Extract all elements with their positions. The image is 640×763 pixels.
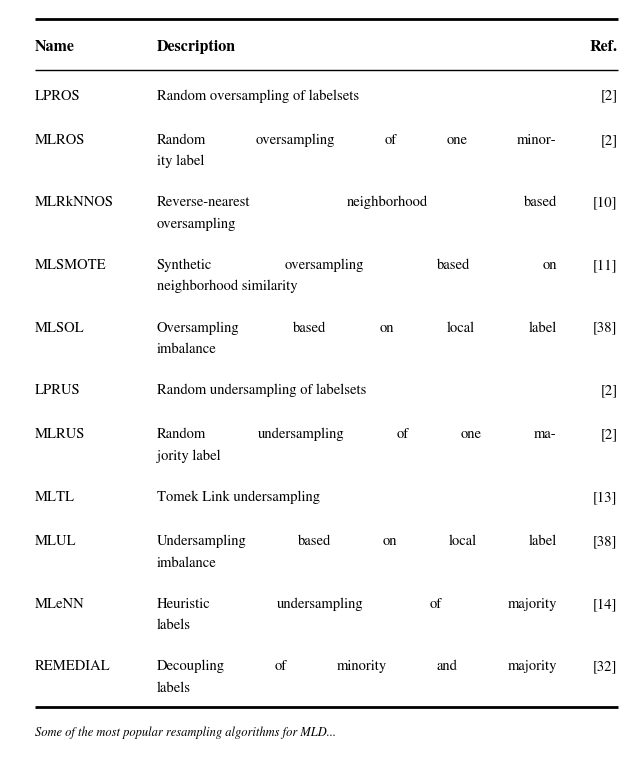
Text: local: local bbox=[449, 535, 477, 549]
Text: Random oversampling of labelsets: Random oversampling of labelsets bbox=[157, 89, 359, 103]
Text: MLRkNNOS: MLRkNNOS bbox=[35, 196, 114, 210]
Text: based: based bbox=[298, 535, 332, 549]
Text: [14]: [14] bbox=[593, 597, 618, 611]
Text: [2]: [2] bbox=[600, 428, 618, 442]
Text: [2]: [2] bbox=[600, 384, 618, 398]
Text: MLUL: MLUL bbox=[35, 535, 77, 549]
Text: [38]: [38] bbox=[593, 535, 618, 549]
Text: and: and bbox=[436, 660, 458, 674]
Text: MLRUS: MLRUS bbox=[35, 428, 86, 442]
Text: Oversampling: Oversampling bbox=[157, 321, 239, 335]
Text: MLTL: MLTL bbox=[35, 491, 76, 504]
Text: Name: Name bbox=[35, 40, 75, 53]
Text: undersampling: undersampling bbox=[258, 428, 345, 442]
Text: Some of the most popular resampling algorithms for MLD...: Some of the most popular resampling algo… bbox=[35, 726, 337, 739]
Text: imbalance: imbalance bbox=[157, 556, 216, 570]
Text: labels: labels bbox=[157, 681, 191, 695]
Text: MLSOL: MLSOL bbox=[35, 321, 85, 335]
Text: on: on bbox=[383, 535, 397, 549]
Text: ity label: ity label bbox=[157, 155, 204, 169]
Text: of: of bbox=[429, 597, 442, 611]
Text: MLROS: MLROS bbox=[35, 134, 86, 147]
Text: ma-: ma- bbox=[534, 428, 557, 442]
Text: one: one bbox=[447, 134, 468, 147]
Text: LPROS: LPROS bbox=[35, 89, 81, 103]
Text: Ref.: Ref. bbox=[589, 40, 618, 53]
Text: undersampling: undersampling bbox=[276, 597, 364, 611]
Text: Heuristic: Heuristic bbox=[157, 597, 211, 611]
Text: Undersampling: Undersampling bbox=[157, 535, 246, 549]
Text: of: of bbox=[275, 660, 287, 674]
Text: on: on bbox=[542, 259, 557, 272]
Text: neighborhood: neighborhood bbox=[346, 196, 428, 210]
Text: [10]: [10] bbox=[593, 196, 618, 210]
Text: majority: majority bbox=[508, 660, 557, 674]
Text: local: local bbox=[447, 321, 476, 335]
Text: Tomek Link undersampling: Tomek Link undersampling bbox=[157, 491, 320, 504]
Text: neighborhood similarity: neighborhood similarity bbox=[157, 280, 298, 294]
Text: MLSMOTE: MLSMOTE bbox=[35, 259, 107, 272]
Text: Random: Random bbox=[157, 428, 206, 442]
Text: [2]: [2] bbox=[600, 89, 618, 103]
Text: based: based bbox=[436, 259, 470, 272]
Text: on: on bbox=[380, 321, 394, 335]
Text: based: based bbox=[524, 196, 557, 210]
Text: [32]: [32] bbox=[593, 660, 618, 674]
Text: label: label bbox=[529, 321, 557, 335]
Text: [13]: [13] bbox=[593, 491, 618, 504]
Text: of: of bbox=[385, 134, 397, 147]
Text: minority: minority bbox=[337, 660, 387, 674]
Text: oversampling: oversampling bbox=[285, 259, 364, 272]
Text: Random: Random bbox=[157, 134, 206, 147]
Text: [38]: [38] bbox=[593, 321, 618, 335]
Text: LPRUS: LPRUS bbox=[35, 384, 81, 398]
Text: one: one bbox=[461, 428, 482, 442]
Text: [11]: [11] bbox=[593, 259, 618, 272]
Text: label: label bbox=[529, 535, 557, 549]
Text: [2]: [2] bbox=[600, 134, 618, 147]
Text: Description: Description bbox=[157, 40, 236, 53]
Text: majority: majority bbox=[508, 597, 557, 611]
Text: of: of bbox=[397, 428, 409, 442]
Text: oversampling: oversampling bbox=[255, 134, 335, 147]
Text: Decoupling: Decoupling bbox=[157, 660, 225, 674]
Text: Random undersampling of labelsets: Random undersampling of labelsets bbox=[157, 384, 366, 398]
Text: jority label: jority label bbox=[157, 449, 220, 463]
Text: based: based bbox=[293, 321, 326, 335]
Text: MLeNN: MLeNN bbox=[35, 597, 85, 611]
Text: imbalance: imbalance bbox=[157, 343, 216, 356]
Text: labels: labels bbox=[157, 619, 191, 633]
Text: Reverse-nearest: Reverse-nearest bbox=[157, 196, 250, 210]
Text: Synthetic: Synthetic bbox=[157, 259, 212, 272]
Text: minor-: minor- bbox=[517, 134, 557, 147]
Text: oversampling: oversampling bbox=[157, 217, 236, 231]
Text: REMEDIAL: REMEDIAL bbox=[35, 660, 111, 674]
